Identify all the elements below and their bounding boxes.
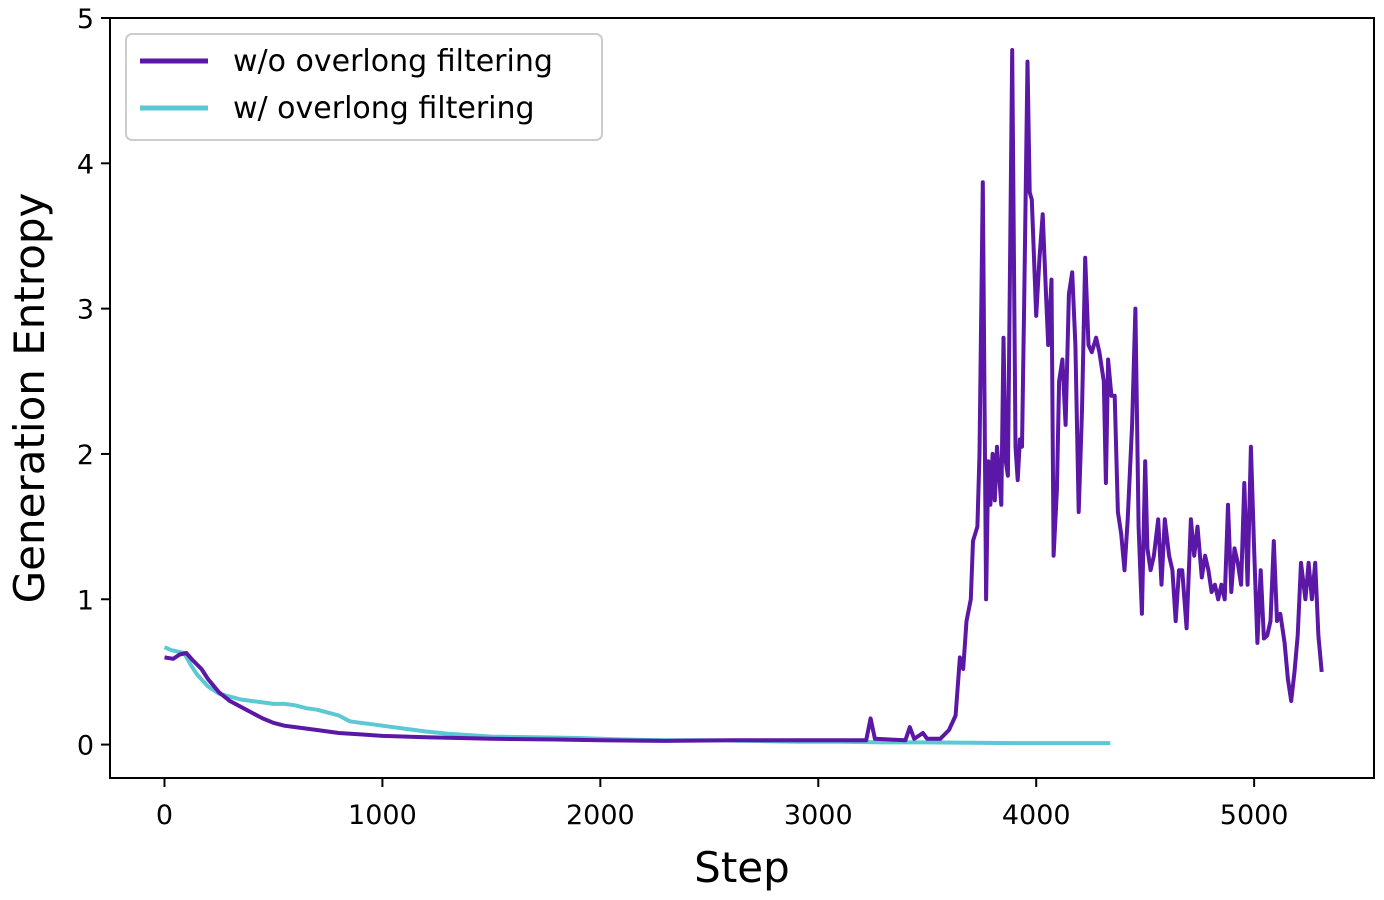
x-tick-label: 0 [156, 800, 173, 831]
legend-box [125, 33, 603, 141]
y-tick-label: 2 [77, 440, 94, 471]
x-tick-label: 1000 [348, 800, 417, 831]
series-line-0 [164, 48, 1324, 743]
series-layer [163, 48, 1324, 746]
x-tick-label: 2000 [566, 800, 635, 831]
x-tick-label: 3000 [784, 800, 853, 831]
plot-background [110, 18, 1374, 778]
y-tick-label: 5 [77, 4, 94, 35]
y-tick-label: 0 [77, 731, 94, 762]
y-axis-label: Generation Entropy [5, 193, 54, 604]
plot-area [109, 17, 1375, 779]
legend: w/o overlong filtering w/ overlong filte… [125, 33, 603, 141]
y-axis: 0 1 2 3 4 5 [77, 4, 110, 762]
x-tick-label: 4000 [1002, 800, 1071, 831]
y-tick-label: 1 [77, 585, 94, 616]
x-tick-label: 5000 [1220, 800, 1289, 831]
legend-label-wo-filtering: w/o overlong filtering [233, 44, 553, 79]
legend-label-w-filtering: w/ overlong filtering [233, 91, 535, 126]
y-tick-label: 3 [77, 295, 94, 326]
x-axis: 0 1000 2000 3000 4000 5000 [156, 778, 1289, 831]
plot-frame [109, 17, 1375, 779]
x-axis-label: Step [694, 843, 790, 892]
y-tick-label: 4 [77, 149, 94, 180]
